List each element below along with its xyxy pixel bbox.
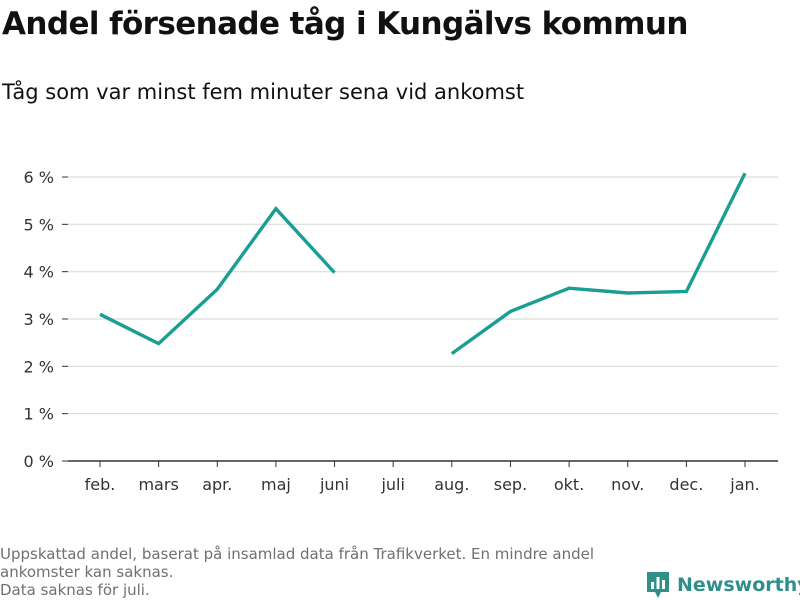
x-tick-label: jan.: [729, 475, 759, 494]
x-tick-label: juni: [319, 475, 349, 494]
chart-subtitle: Tåg som var minst fem minuter sena vid a…: [2, 80, 525, 104]
x-tick-label: feb.: [85, 475, 116, 494]
chart-title: Andel försenade tåg i Kungälvs kommun: [2, 6, 688, 42]
x-tick-label: sep.: [494, 475, 527, 494]
x-tick-label: dec.: [669, 475, 703, 494]
footnote: Uppskattad andel, baserat på insamlad da…: [0, 545, 630, 599]
x-tick-label: apr.: [202, 475, 232, 494]
y-axis-tick-labels: 0 % 1 % 2 % 3 % 4 % 5 % 6 %: [24, 168, 68, 471]
series-lines: [99, 172, 747, 355]
x-tick-label: mars: [138, 475, 178, 494]
series-line-segment: [99, 206, 336, 346]
y-tick-label: 3 %: [24, 310, 54, 329]
series-line-segment: [450, 172, 747, 355]
brand-logo[interactable]: Newsworthy: [645, 570, 800, 600]
brand-name: Newsworthy: [677, 574, 800, 596]
y-tick-label: 5 %: [24, 215, 54, 234]
footnote-line-1: Uppskattad andel, baserat på insamlad da…: [0, 545, 595, 581]
x-tick-label: juli: [380, 475, 404, 494]
x-tick-label: aug.: [434, 475, 469, 494]
x-tick-label: maj: [261, 475, 291, 494]
y-tick-label: 2 %: [24, 357, 54, 376]
y-tick-label: 4 %: [24, 263, 54, 282]
y-tick-label: 6 %: [24, 168, 54, 187]
x-tick-label: nov.: [611, 475, 644, 494]
bar-chart-logo-icon: [647, 572, 669, 598]
grid-lines: [68, 176, 778, 415]
footnote-line-2: Data saknas för juli.: [0, 581, 150, 599]
line-chart: 0 % 1 % 2 % 3 % 4 % 5 % 6 % feb. mars apr. maj jun…: [24, 168, 778, 494]
y-tick-label: 1 %: [24, 405, 54, 424]
y-tick-label: 0 %: [24, 452, 54, 471]
x-tick-label: okt.: [554, 475, 584, 494]
x-axis-tick-labels: feb. mars apr. maj juni juli aug. sep. okt. nov. d…: [85, 461, 760, 494]
